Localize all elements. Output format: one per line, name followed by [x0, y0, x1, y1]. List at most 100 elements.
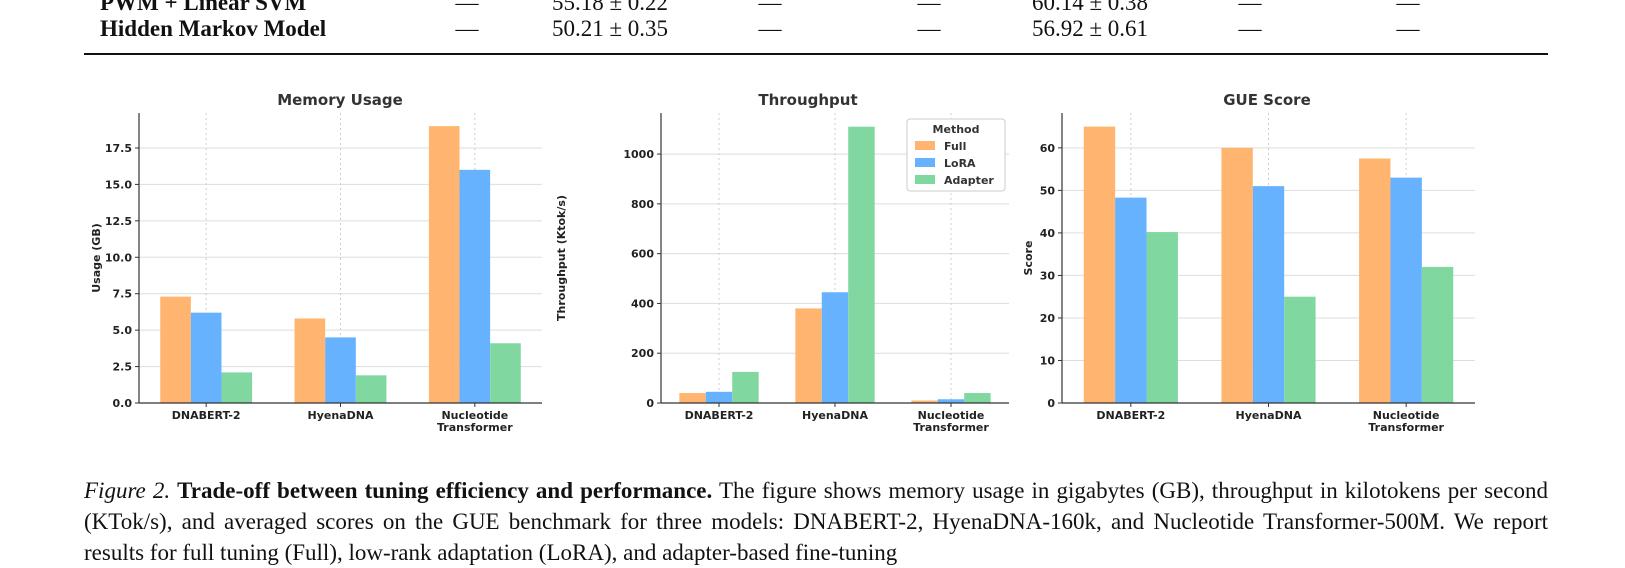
bar-full	[1221, 147, 1253, 403]
y-tick-label: 0	[1047, 397, 1055, 410]
table-cell: —	[1238, 0, 1262, 15]
bar-full	[1083, 126, 1116, 403]
y-tick-label: 1000	[623, 148, 654, 161]
figure-caption: Figure 2. Trade-off between tuning effic…	[84, 475, 1548, 568]
row-label: Hidden Markov Model	[100, 16, 327, 41]
legend-swatch-adapter	[915, 175, 935, 184]
x-tick-label: HyenaDNA	[1236, 409, 1302, 422]
table-cell: —	[1396, 16, 1420, 41]
legend-entry-adapter: Adapter	[944, 174, 994, 187]
bar-adapter	[732, 371, 759, 403]
bar-adapter	[1421, 266, 1454, 403]
y-tick-label: 20	[1040, 312, 1056, 325]
table-bottom-rule	[84, 53, 1548, 55]
legend-entry-full: Full	[944, 140, 966, 153]
bar-full	[294, 318, 326, 403]
bar-adapter	[848, 126, 875, 404]
legend-entry-lora: LoRA	[944, 157, 976, 170]
legend-swatch-full	[915, 141, 935, 150]
table-cell: —	[758, 16, 782, 41]
bar-lora	[937, 399, 965, 403]
x-tick-label: DNABERT-2	[172, 409, 241, 422]
bar-lora	[705, 391, 733, 403]
legend-title: Method	[933, 123, 980, 136]
bar-full	[1359, 158, 1391, 403]
table-row: Hidden Markov Model — 50.21 ± 0.35 — — 5…	[84, 16, 1548, 46]
y-tick-label: 0	[646, 397, 654, 410]
bar-lora	[459, 169, 491, 403]
table-cell: 60.14 ± 0.38	[1031, 0, 1149, 15]
bar-full	[160, 296, 191, 403]
y-tick-label: 10	[1040, 354, 1056, 367]
table-cell: —	[917, 0, 941, 15]
bar-full	[428, 126, 460, 404]
table-cell: —	[1396, 0, 1420, 15]
throughput-chart: 0 200 400 600 800 1000 DNABERT-2 HyenaDNA Nucleo…	[555, 91, 1009, 434]
table-cell: —	[917, 16, 941, 41]
chart-title: Throughput	[758, 91, 857, 109]
legend-box	[906, 118, 1006, 192]
bar-full	[911, 400, 938, 403]
bar-lora	[1390, 177, 1422, 403]
x-tick-label: HyenaDNA	[802, 409, 868, 422]
gue-score-chart: 0 10 20 30 40 50 60 DNABERT-2 HyenaDNA Nucleotide…	[1022, 91, 1475, 434]
legend-swatch-lora	[915, 158, 935, 167]
bar-full	[795, 308, 822, 403]
x-tick-label: HyenaDNA	[308, 409, 374, 422]
table-row: PWM + Linear SVM — 55.18 ± 0.22 — — 60.1…	[84, 0, 1548, 20]
bar-lora	[821, 292, 849, 403]
y-tick-label: 10.0	[105, 251, 132, 264]
y-tick-label: 0.0	[113, 397, 133, 410]
y-tick-label: 50	[1040, 184, 1056, 197]
row-label: PWM + Linear SVM	[100, 0, 307, 15]
y-tick-label: 15.0	[105, 178, 132, 191]
bar-full	[679, 393, 706, 403]
bar-adapter	[964, 393, 991, 403]
x-tick-label: Nucleotide	[1373, 409, 1440, 422]
bar-lora	[1115, 197, 1147, 403]
y-tick-label: 400	[631, 297, 654, 310]
bar-adapter	[1284, 296, 1316, 403]
y-tick-label: 17.5	[105, 142, 132, 155]
y-tick-label: 40	[1040, 227, 1056, 240]
y-axis-label: Throughput (Ktok/s)	[555, 195, 568, 321]
results-table-tail: PWM + Linear SVM — 55.18 ± 0.22 — — 60.1…	[84, 0, 1548, 56]
y-tick-label: 600	[631, 248, 654, 261]
table-cell: —	[455, 16, 479, 41]
bar-lora	[325, 337, 356, 403]
figure-label: Figure 2.	[84, 478, 171, 503]
x-tick-label: Nucleotide	[441, 409, 508, 422]
bar-lora	[1252, 186, 1285, 403]
x-tick-label: DNABERT-2	[685, 409, 754, 422]
bar-adapter	[355, 375, 387, 403]
memory-usage-chart: 0.0 2.5 5.0 7.5 10.0 12.5 15.0 17.5 DNABERT-2 Hye…	[90, 91, 542, 434]
y-tick-label: 800	[631, 198, 654, 211]
bar-adapter	[490, 343, 521, 403]
y-tick-label: 7.5	[113, 288, 133, 301]
table-cell: —	[758, 0, 782, 15]
x-tick-label: Nucleotide	[918, 409, 985, 422]
table-cell: —	[1238, 16, 1262, 41]
chart-title: GUE Score	[1223, 91, 1311, 109]
table-cell: 55.18 ± 0.22	[551, 0, 669, 15]
bar-adapter	[221, 372, 253, 403]
y-tick-label: 5.0	[113, 324, 133, 337]
y-tick-label: 60	[1040, 142, 1056, 155]
x-tick-label: Transformer	[913, 421, 989, 434]
x-tick-label: Transformer	[1368, 421, 1444, 434]
table-cell: 56.92 ± 0.61	[1031, 16, 1149, 41]
y-axis-label: Score	[1022, 241, 1035, 276]
bar-adapter	[1146, 232, 1178, 403]
y-tick-label: 2.5	[113, 361, 133, 374]
table-cell: —	[455, 0, 479, 15]
x-tick-label: Transformer	[437, 421, 513, 434]
y-tick-label: 30	[1040, 269, 1056, 282]
bar-lora	[190, 312, 222, 403]
y-tick-label: 12.5	[105, 215, 132, 228]
y-axis-label: Usage (GB)	[90, 223, 103, 293]
caption-title: Trade-off between tuning efficiency and …	[177, 478, 713, 503]
figure-charts: 0.0 2.5 5.0 7.5 10.0 12.5 15.0 17.5 DNABERT-2 Hye…	[0, 80, 1625, 460]
chart-title: Memory Usage	[277, 91, 403, 109]
x-tick-label: DNABERT-2	[1096, 409, 1165, 422]
y-tick-label: 200	[631, 347, 654, 360]
